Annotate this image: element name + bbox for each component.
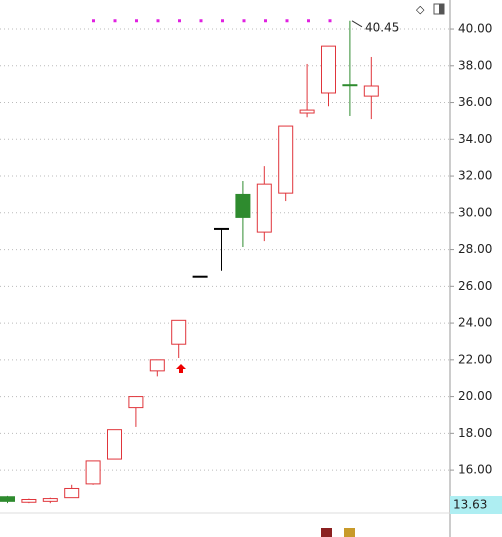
candle-body — [85, 460, 101, 485]
icon-event[interactable] — [344, 528, 355, 537]
high-annotation: 40.45 — [365, 20, 399, 34]
candle-body — [235, 193, 251, 218]
y-tick-label: 38.00 — [458, 58, 492, 72]
y-tick-label: 40.00 — [458, 22, 492, 36]
candle-body — [42, 498, 58, 502]
y-tick-label: 36.00 — [458, 95, 492, 109]
y-tick-label: 20.00 — [458, 389, 492, 403]
y-tick-label: 22.00 — [458, 352, 492, 366]
last-price-label: 13.63 — [453, 498, 487, 512]
candle-body — [214, 227, 229, 230]
candle-body — [192, 275, 208, 278]
y-tick-label: 28.00 — [458, 242, 492, 256]
icon-panel-fill — [439, 4, 444, 14]
candle-body — [171, 319, 187, 345]
candle-body — [149, 359, 165, 372]
y-tick-label: 16.00 — [458, 463, 492, 477]
candle-body — [342, 84, 358, 87]
candle-body — [299, 109, 315, 114]
candle-body — [64, 487, 80, 499]
y-tick-label: 26.00 — [458, 279, 492, 293]
icon-event[interactable] — [321, 528, 332, 537]
y-tick-label: 18.00 — [458, 426, 492, 440]
icon-diamond[interactable]: ◇ — [416, 3, 425, 16]
signal-arrow — [176, 364, 186, 373]
candle-body — [107, 429, 122, 460]
candle-body — [321, 45, 336, 94]
y-tick-label: 32.00 — [458, 169, 492, 183]
y-tick-label: 34.00 — [458, 132, 492, 146]
candle-body — [363, 85, 379, 97]
annotation-pointer — [351, 20, 363, 28]
candle-body — [128, 396, 144, 409]
y-tick-label: 24.00 — [458, 316, 492, 330]
last-price-box — [450, 496, 502, 514]
candle-body — [0, 496, 15, 502]
y-tick-label: 30.00 — [458, 205, 492, 219]
candle-body — [21, 498, 37, 503]
candle-body — [256, 183, 272, 233]
candle-body — [278, 125, 294, 194]
